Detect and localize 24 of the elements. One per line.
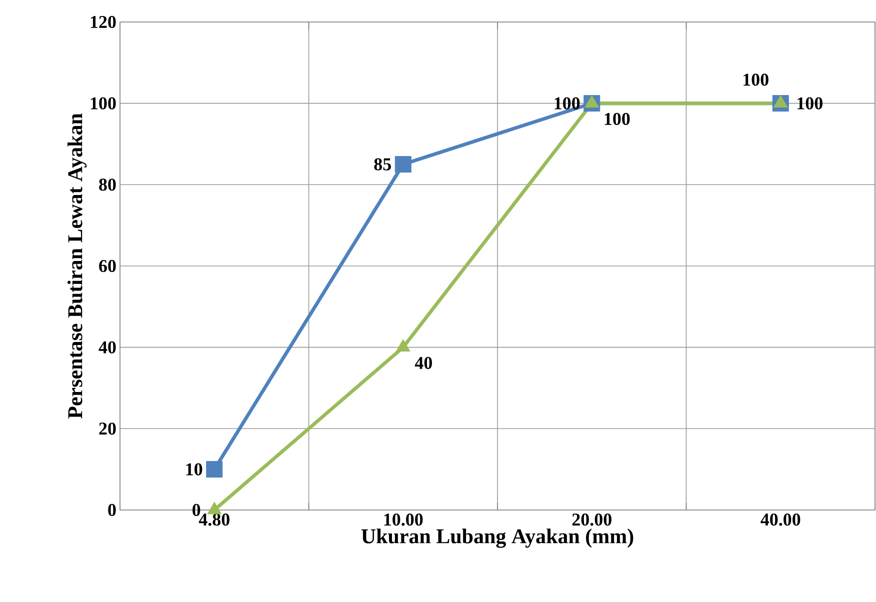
x-tick-label: 10.00 <box>384 514 423 526</box>
y-tick-label: 60 <box>99 260 116 272</box>
x-tick-label: 4.80 <box>198 514 230 526</box>
data-label: 10 <box>186 463 202 476</box>
x-axis-title: Ukuran Lubang Ayakan (mm) <box>361 528 634 548</box>
data-label: 0 <box>192 504 200 516</box>
point <box>394 156 412 173</box>
y-tick-label: 120 <box>90 16 116 28</box>
point <box>207 502 222 514</box>
y-tick-label: 20 <box>99 422 116 435</box>
point <box>396 339 410 352</box>
data-label: 40 <box>414 356 432 369</box>
data-label: 100 <box>604 112 630 125</box>
x-tick-label: 40.00 <box>760 514 800 526</box>
data-label: 100 <box>744 74 768 86</box>
y-tick-label: 40 <box>98 341 116 354</box>
data-label: 85 <box>374 158 391 170</box>
data-label: 100 <box>798 97 822 110</box>
y-axis-title: Persentase Butiran Lewat Ayakan <box>68 113 87 419</box>
y-tick-label: 100 <box>90 97 116 110</box>
y-tick-label: 80 <box>99 178 116 191</box>
x-tick-label: 20.00 <box>572 514 612 526</box>
y-tick-label: 0 <box>108 504 116 516</box>
data-label: 100 <box>554 97 580 110</box>
